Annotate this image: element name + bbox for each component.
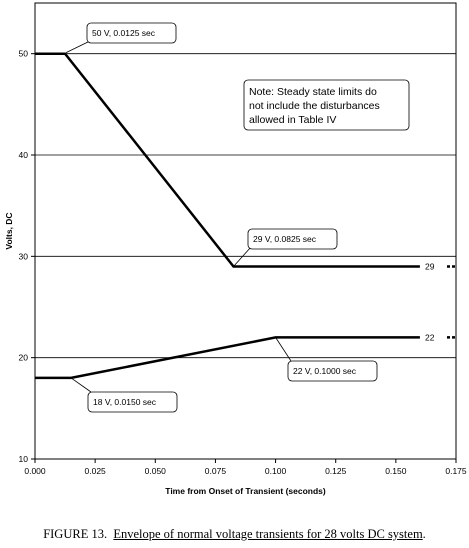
y-tick-label: 10 — [19, 454, 29, 464]
y-tick-label: 20 — [19, 353, 29, 363]
x-tick-label: 0.175 — [445, 466, 467, 476]
annotation-label: 29 V, 0.0825 sec — [253, 234, 317, 244]
y-tick-label: 50 — [19, 49, 29, 59]
x-tick-label: 0.075 — [205, 466, 227, 476]
plot-area — [34, 2, 457, 460]
caption-prefix: FIGURE 13. — [43, 527, 108, 541]
note-line: not include the disturbances — [249, 100, 380, 112]
x-tick-label: 0.125 — [325, 466, 347, 476]
y-tick-label: 30 — [19, 251, 29, 261]
lower-limit-line — [35, 336, 420, 380]
annotation-box — [87, 391, 178, 413]
annotation-leader — [70, 377, 92, 393]
annotation-box — [86, 22, 177, 44]
end-label: 29 — [425, 261, 435, 271]
y-tick-label: 40 — [19, 150, 29, 160]
note-line: Note: Steady state limits do — [249, 86, 377, 98]
upper-limit-line — [35, 52, 420, 268]
caption-title: Envelope of normal voltage transients fo… — [113, 527, 423, 541]
x-tick-label: 0.150 — [385, 466, 407, 476]
end-label: 22 — [425, 332, 435, 342]
x-tick-label: 0.050 — [145, 466, 167, 476]
x-tick-label: 0.025 — [85, 466, 107, 476]
x-tick-label: 0.000 — [24, 466, 46, 476]
x-tick-label: 0.100 — [265, 466, 287, 476]
annotation-label: 50 V, 0.0125 sec — [92, 28, 156, 38]
note-line: allowed in Table IV — [249, 114, 336, 126]
y-axis-title: Volts, DC — [4, 212, 14, 249]
annotation-box — [247, 228, 338, 250]
annotation-leader — [275, 337, 292, 362]
annotation-leader — [233, 246, 252, 267]
annotation-box — [287, 360, 378, 382]
note-box — [243, 79, 410, 131]
annotation-label: 22 V, 0.1000 sec — [293, 366, 357, 376]
x-axis-title: Time from Onset of Transient (seconds) — [165, 486, 326, 496]
annotation-leader — [65, 40, 91, 54]
annotation-label: 18 V, 0.0150 sec — [93, 397, 157, 407]
figure-caption: FIGURE 13. Envelope of normal voltage tr… — [43, 527, 426, 541]
